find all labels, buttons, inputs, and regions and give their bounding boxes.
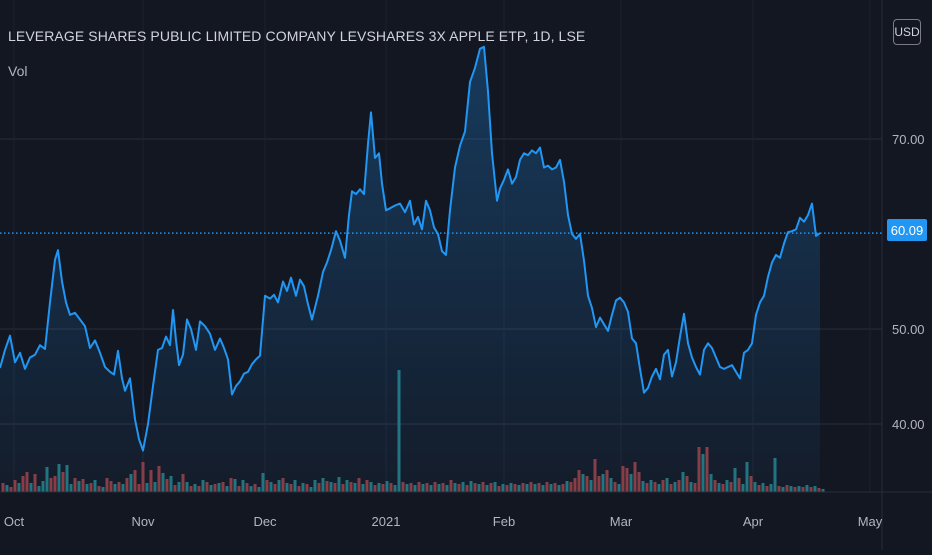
volume-bar [821,489,825,492]
x-tick-label: Apr [743,514,764,529]
y-tick-label: 70.00 [892,132,925,147]
x-tick-label: 2021 [372,514,401,529]
x-tick-label: Mar [610,514,633,529]
y-tick-label: 40.00 [892,417,925,432]
volume-label: Vol [8,63,28,79]
last-price-tag: 60.09 [887,219,927,241]
x-tick-label: May [858,514,883,529]
currency-button[interactable]: USD [893,19,921,45]
price-area-fill [0,46,820,493]
price-line [0,45,821,452]
x-tick-label: Nov [131,514,155,529]
x-tick-label: Feb [493,514,515,529]
price-series-line [0,45,821,452]
x-tick-label: Oct [4,514,25,529]
price-area [0,46,820,493]
x-tick-label: Dec [253,514,277,529]
y-tick-label: 50.00 [892,322,925,337]
chart-title: LEVERAGE SHARES PUBLIC LIMITED COMPANY L… [8,28,586,44]
